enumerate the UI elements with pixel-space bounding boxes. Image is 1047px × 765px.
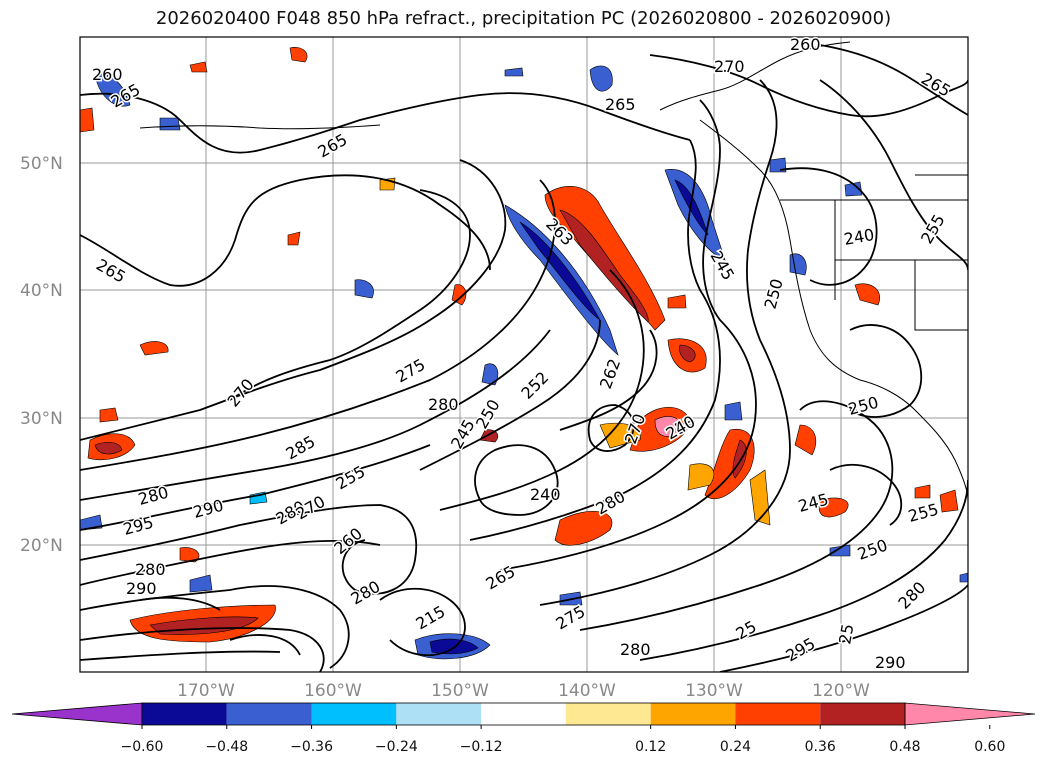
colorbar-tick-labels: −0.60 −0.48 −0.36 −0.24 −0.12 0.12 0.24 0.36 0.4… bbox=[121, 725, 1005, 755]
colorbar-segments bbox=[11, 702, 1036, 726]
lon-label-130w: 130°W bbox=[685, 681, 743, 701]
map-background bbox=[80, 37, 968, 672]
longitude-labels: 170°W 160°W 150°W 140°W 130°W 120°W bbox=[177, 681, 870, 701]
colorbar-segment bbox=[565, 703, 651, 725]
colorbar-tick-label: 0.12 bbox=[635, 739, 666, 755]
colorbar-tick-label: −0.36 bbox=[290, 739, 333, 755]
lon-label-150w: 150°W bbox=[431, 681, 489, 701]
colorbar-tick-label: −0.24 bbox=[375, 739, 418, 755]
colorbar-tick-label: −0.12 bbox=[460, 739, 503, 755]
colorbar-segment bbox=[311, 703, 397, 725]
contour-label: 290 bbox=[875, 653, 906, 672]
coastline bbox=[139, 41, 968, 501]
colorbar-segment bbox=[650, 703, 736, 725]
contour-label: 265 bbox=[605, 95, 636, 114]
contour-label: 25 bbox=[835, 622, 857, 645]
graticule bbox=[80, 37, 968, 672]
lon-label-120w: 120°W bbox=[812, 681, 870, 701]
contour-label: 260 bbox=[92, 65, 123, 84]
contour-label: 280 bbox=[620, 640, 651, 659]
contour-label: 280 bbox=[135, 560, 166, 579]
contour-label: 290 bbox=[126, 579, 157, 598]
colorbar-tick-label: 0.24 bbox=[720, 739, 751, 755]
colorbar: −0.60 −0.48 −0.36 −0.24 −0.12 0.12 0.24 0.36 0.4… bbox=[11, 702, 1036, 755]
lat-label-20n: 20°N bbox=[20, 536, 63, 556]
colorbar-extend-high bbox=[904, 702, 1036, 726]
contour-label: 260 bbox=[790, 35, 821, 54]
latitude-labels: 50°N 40°N 30°N 20°N bbox=[20, 154, 63, 556]
lon-label-170w: 170°W bbox=[177, 681, 235, 701]
colorbar-tick-label: −0.60 bbox=[121, 739, 164, 755]
map-frame bbox=[79, 36, 969, 673]
colorbar-extend-low bbox=[11, 702, 143, 726]
colorbar-tick-label: 0.60 bbox=[974, 739, 1005, 755]
colorbar-segment bbox=[226, 703, 312, 725]
contour-label: 270 bbox=[714, 57, 745, 76]
lon-label-160w: 160°W bbox=[304, 681, 362, 701]
map-title: 2026020400 F048 850 hPa refract., precip… bbox=[155, 8, 892, 29]
refractivity-contours bbox=[80, 44, 968, 672]
colorbar-segment bbox=[820, 703, 905, 725]
lat-label-30n: 30°N bbox=[20, 409, 63, 429]
lat-label-40n: 40°N bbox=[20, 281, 63, 301]
contour-label: 280 bbox=[428, 395, 459, 414]
contour-label: 240 bbox=[530, 485, 561, 504]
lat-label-50n: 50°N bbox=[20, 154, 63, 174]
colorbar-segment bbox=[396, 703, 482, 725]
colorbar-segment bbox=[735, 703, 821, 725]
map-content bbox=[80, 37, 968, 672]
colorbar-segment bbox=[142, 703, 227, 725]
lon-label-140w: 140°W bbox=[558, 681, 616, 701]
precip-shading bbox=[80, 47, 968, 660]
colorbar-tick-label: 0.48 bbox=[889, 739, 920, 755]
colorbar-tick-label: −0.48 bbox=[205, 739, 248, 755]
colorbar-tick-label: 0.36 bbox=[805, 739, 836, 755]
colorbar-outline bbox=[141, 702, 906, 726]
colorbar-segment bbox=[481, 703, 566, 725]
